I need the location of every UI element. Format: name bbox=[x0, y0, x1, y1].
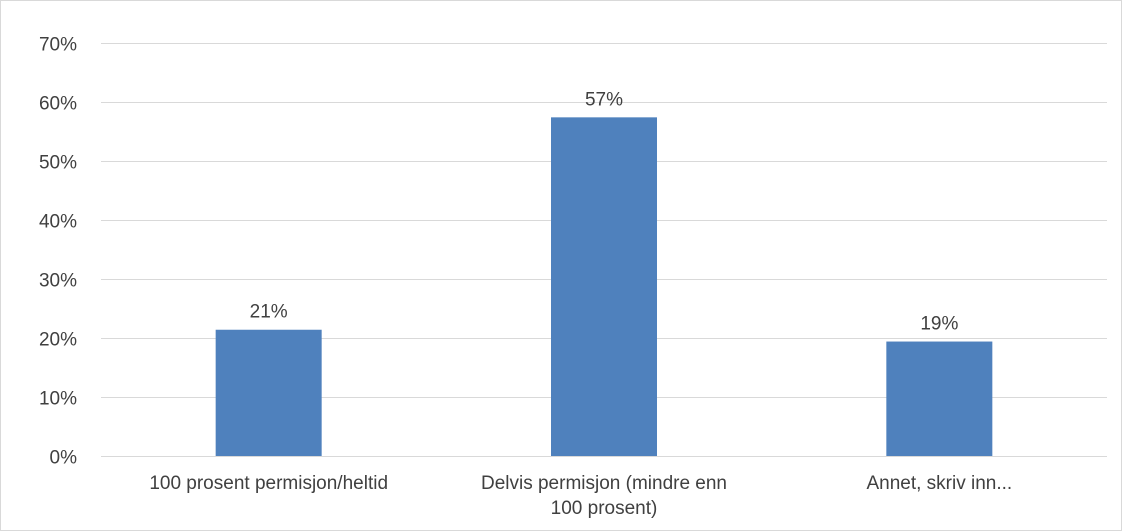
y-tick-label: 0% bbox=[50, 448, 78, 469]
bar bbox=[215, 329, 322, 456]
x-category-label: 100 prosent permisjon/heltid bbox=[149, 473, 388, 494]
y-axis-tick-labels: 0% 10% 20% 30% 40% 50% 60% 70% bbox=[39, 35, 77, 469]
data-label: 57% bbox=[585, 89, 623, 110]
x-category-label-line: 100 prosent permisjon/heltid bbox=[149, 473, 388, 494]
bar bbox=[551, 117, 657, 456]
data-label: 21% bbox=[250, 302, 288, 323]
y-tick-label: 40% bbox=[39, 212, 77, 233]
x-category-label-line: Delvis permisjon (mindre enn bbox=[481, 473, 727, 494]
x-category-label: Annet, skriv inn... bbox=[866, 473, 1012, 494]
data-label: 19% bbox=[920, 314, 958, 335]
y-tick-label: 10% bbox=[39, 389, 77, 410]
bars bbox=[215, 117, 993, 456]
y-tick-label: 50% bbox=[39, 153, 77, 174]
bar bbox=[886, 341, 993, 456]
x-category-label-line: Annet, skriv inn... bbox=[866, 473, 1012, 494]
y-tick-label: 30% bbox=[39, 271, 77, 292]
x-axis-category-labels: 100 prosent permisjon/heltid Delvis permi… bbox=[149, 473, 1012, 519]
data-labels: 21% 57% 19% bbox=[250, 89, 959, 334]
x-category-label-line: 100 prosent) bbox=[551, 498, 658, 519]
y-tick-label: 60% bbox=[39, 94, 77, 115]
y-tick-label: 20% bbox=[39, 330, 77, 351]
x-category-label: Delvis permisjon (mindre enn 100 prosent) bbox=[481, 473, 727, 519]
y-tick-label: 70% bbox=[39, 35, 77, 56]
